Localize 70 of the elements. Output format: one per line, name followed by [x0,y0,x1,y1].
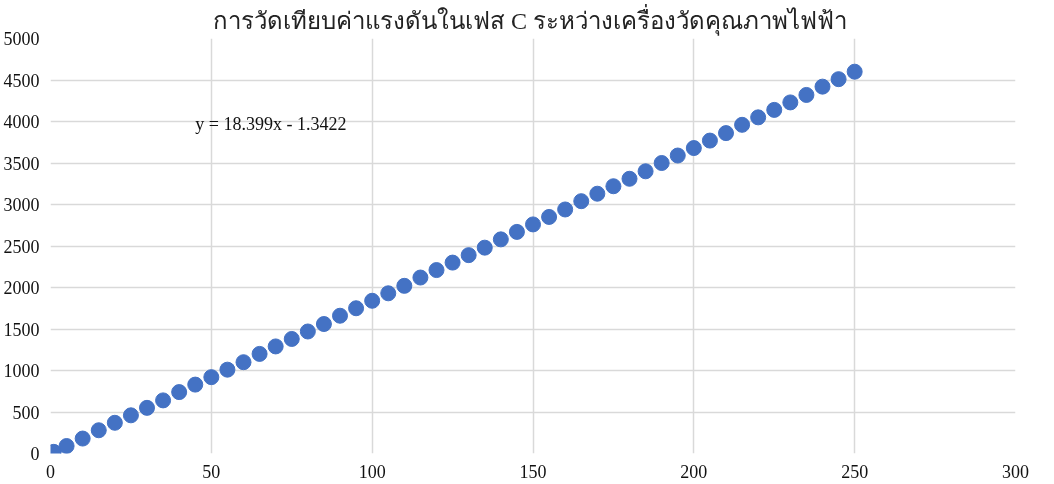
point [122,407,139,424]
point [846,63,863,80]
y-tick-label: 0 [30,444,40,464]
point [525,216,541,233]
point [267,338,284,355]
point [492,231,509,248]
point [830,71,847,88]
point [332,307,348,324]
point [701,132,718,149]
x-tick-label: 0 [46,461,55,482]
y-tick-label: 3500 [3,153,40,174]
chart-title: การวัดเทียบค่าแรงดันในเฟส C ระหว่างเครื่องวัดคุณภาพไฟฟ้า [213,3,848,36]
point [299,323,316,340]
point [814,78,831,95]
point [106,414,123,431]
point [90,422,107,439]
point [155,392,172,409]
point [283,330,300,347]
point [171,384,188,401]
point [637,163,654,180]
point [348,300,365,317]
x-tick-label: 100 [358,461,386,482]
annotation: y = 18.399x - 1.3422 [195,113,347,134]
point [589,185,606,202]
point [58,438,75,454]
y-tick-label: 2500 [3,236,40,257]
point [412,269,429,286]
point [653,155,670,171]
point [476,239,493,256]
point [315,316,332,333]
point [428,262,445,279]
point [508,223,525,240]
y-tick-label: 1500 [3,319,40,340]
y-tick-label: 4000 [3,112,40,132]
point [573,193,590,210]
point [798,86,815,103]
x-tick-label: 150 [519,461,547,482]
point [557,201,574,218]
point [219,361,236,378]
x-tick-label: 250 [841,461,869,482]
point [139,399,155,416]
point [782,94,799,111]
point [235,354,252,371]
point [444,254,461,271]
y-tick-label: 5000 [3,29,40,49]
point [750,109,767,126]
point [685,140,702,157]
point [203,369,220,386]
point [621,170,638,187]
point [669,147,686,164]
point [364,292,381,309]
point [460,247,477,264]
point [74,430,91,447]
y-tick-label: 2000 [3,278,40,298]
point [541,208,558,225]
point [605,178,622,195]
y-tick-label: 3000 [3,195,40,215]
point [251,345,268,362]
point [734,116,751,133]
x-tick-label: 300 [1002,461,1029,482]
point [187,376,204,393]
y-tick-label: 1000 [3,361,40,381]
y-tick-label: 4500 [3,70,40,91]
point [766,101,783,118]
x-tick-label: 200 [680,461,708,482]
y-tick-label: 500 [12,402,40,423]
point [380,285,397,302]
point [718,125,734,142]
point [396,277,413,294]
x-tick-label: 50 [202,461,221,482]
